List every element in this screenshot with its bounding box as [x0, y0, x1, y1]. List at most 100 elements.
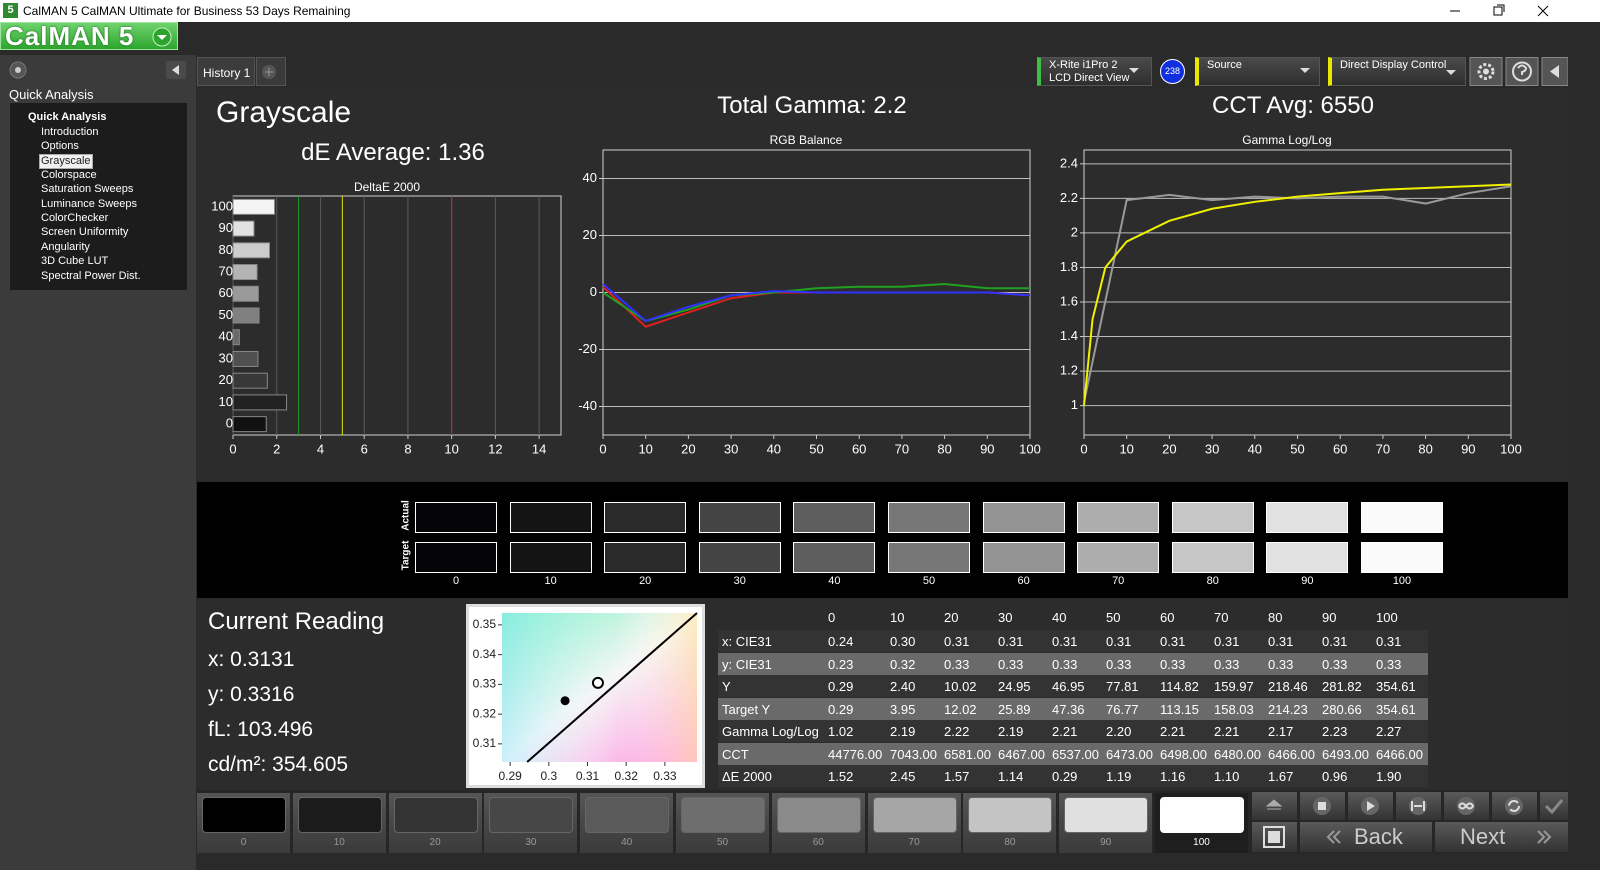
swatch [1171, 502, 1254, 533]
row-label: Target Y [722, 701, 771, 717]
table-cell: 281.82 [1322, 679, 1362, 694]
back-label[interactable]: Back [1354, 824, 1403, 849]
tree-item[interactable]: Angularity [41, 240, 90, 253]
table-cell: 6498.00 [1160, 746, 1207, 762]
swatch [1077, 542, 1160, 573]
table-cell: 2.40 [890, 679, 916, 694]
swatch [604, 542, 687, 573]
maximize[interactable] [1493, 6, 1503, 16]
level-label[interactable]: 10 [333, 837, 345, 848]
table-cell: 2.19 [890, 724, 916, 739]
table-cell: 6473.00 [1106, 746, 1153, 762]
swatch [1077, 502, 1160, 533]
close[interactable] [1537, 5, 1549, 17]
x-tick-label: 0 [229, 441, 236, 456]
table-cell: 25.89 [998, 701, 1031, 717]
tree-item[interactable]: Options [41, 140, 79, 153]
bar [232, 350, 259, 367]
tree-root[interactable]: Quick Analysis [28, 111, 107, 123]
level-label[interactable]: 70 [908, 837, 920, 848]
meter-dropdown[interactable]: X-Rite i1Pro 2 LCD Direct View [1037, 57, 1152, 86]
confirm-button[interactable] [1540, 792, 1568, 820]
logo-dropdown[interactable] [151, 26, 173, 48]
table-cell: 1.57 [944, 769, 970, 784]
row-label: ΔE 2000 [722, 769, 772, 784]
y-tick-label: 1.4 [1060, 328, 1078, 343]
table-cell: 113.15 [1160, 701, 1199, 717]
level-label[interactable]: 40 [621, 837, 633, 848]
add-tab[interactable] [256, 57, 286, 86]
tree-item[interactable]: Screen Uniformity [41, 226, 129, 239]
meter-badge[interactable]: 238 [1160, 59, 1185, 84]
x-tick-label: 100 [1500, 441, 1522, 456]
y-tick-label: 1.6 [1060, 293, 1078, 308]
table-cell: 6480.00 [1214, 746, 1261, 762]
sidebar-controls[interactable] [8, 61, 190, 81]
level-label[interactable]: 0 [240, 837, 247, 848]
bar [232, 220, 255, 237]
level-label[interactable]: 20 [429, 837, 441, 848]
table-cell: 1.90 [1376, 769, 1402, 784]
window-controls[interactable] [1440, 0, 1568, 22]
next-label[interactable]: Next [1460, 824, 1506, 849]
table-cell: 218.46 [1268, 679, 1308, 694]
y-tick-label: 30 [219, 350, 233, 365]
x-tick-label: 0 [599, 441, 606, 456]
table-cell: 114.82 [1160, 679, 1199, 694]
x-tick-label: 10 [444, 441, 458, 456]
table-cell: 0.31 [1106, 634, 1132, 649]
next-button[interactable] [1435, 822, 1568, 852]
y-tick-label: 0.34 [473, 647, 497, 661]
y-tick-label: 2.4 [1060, 155, 1078, 170]
swatch-label: 50 [922, 575, 936, 587]
table-header: 50 [1106, 610, 1121, 625]
y-tick-label: 50 [219, 307, 233, 322]
tree-item[interactable]: Luminance Sweeps [41, 197, 138, 210]
logo[interactable]: CalMAN 5 [0, 22, 178, 50]
table-cell: 1.14 [998, 769, 1024, 784]
tree-item[interactable]: 3D Cube LUT [41, 255, 109, 268]
table-cell: 0.33 [1106, 656, 1132, 672]
table-cell: 0.33 [1376, 656, 1402, 672]
swatch-label: 0 [452, 575, 460, 587]
tab[interactable]: History 1 [197, 57, 255, 86]
swatch [982, 542, 1065, 573]
level-label[interactable]: 30 [525, 837, 537, 848]
table-row [718, 652, 1428, 675]
table-cell: 0.31 [1268, 634, 1294, 649]
swatch-label: 90 [1301, 575, 1314, 587]
tree-item[interactable]: Grayscale [39, 153, 93, 169]
tree-item[interactable]: ColorChecker [41, 212, 109, 225]
tree-item[interactable]: Introduction [41, 126, 99, 138]
level-label[interactable]: 90 [1100, 837, 1112, 848]
source-dropdown[interactable]: Source [1195, 57, 1320, 86]
level-label[interactable]: 80 [1004, 837, 1016, 848]
x-tick-label: 30 [724, 441, 738, 456]
table-cell: 2.21 [1052, 724, 1078, 739]
table-cell: 46.95 [1052, 679, 1085, 694]
window-title: CalMAN 5 CalMAN Ultimate for Business 53… [23, 4, 351, 18]
app-icon: 5 [3, 3, 18, 18]
table-cell: 0.30 [890, 634, 916, 649]
y-tick-label: 0.31 [473, 736, 497, 750]
level-swatch [968, 797, 1053, 833]
table-header: 30 [998, 610, 1013, 625]
table-cell: 2.27 [1376, 724, 1402, 739]
y-tick-label: 0.33 [473, 677, 497, 691]
meter-mode: LCD Direct View [1049, 72, 1130, 84]
swatch [1266, 542, 1349, 573]
display-dropdown[interactable]: Direct Display Control [1328, 57, 1466, 86]
swatch [509, 502, 592, 533]
back-button[interactable] [1300, 822, 1432, 852]
swatch [415, 502, 497, 533]
table-cell: 0.33 [1160, 656, 1186, 672]
level-label[interactable]: 100 [1193, 837, 1210, 848]
table-header: 60 [1160, 610, 1175, 625]
control-buttons [1252, 792, 1568, 852]
tree-item[interactable]: Colorspace [41, 169, 97, 182]
tree-item[interactable]: Saturation Sweeps [41, 183, 134, 196]
level-label[interactable]: 50 [716, 837, 729, 848]
tree-item[interactable]: Spectral Power Dist. [41, 269, 141, 282]
level-label[interactable]: 60 [812, 837, 824, 848]
